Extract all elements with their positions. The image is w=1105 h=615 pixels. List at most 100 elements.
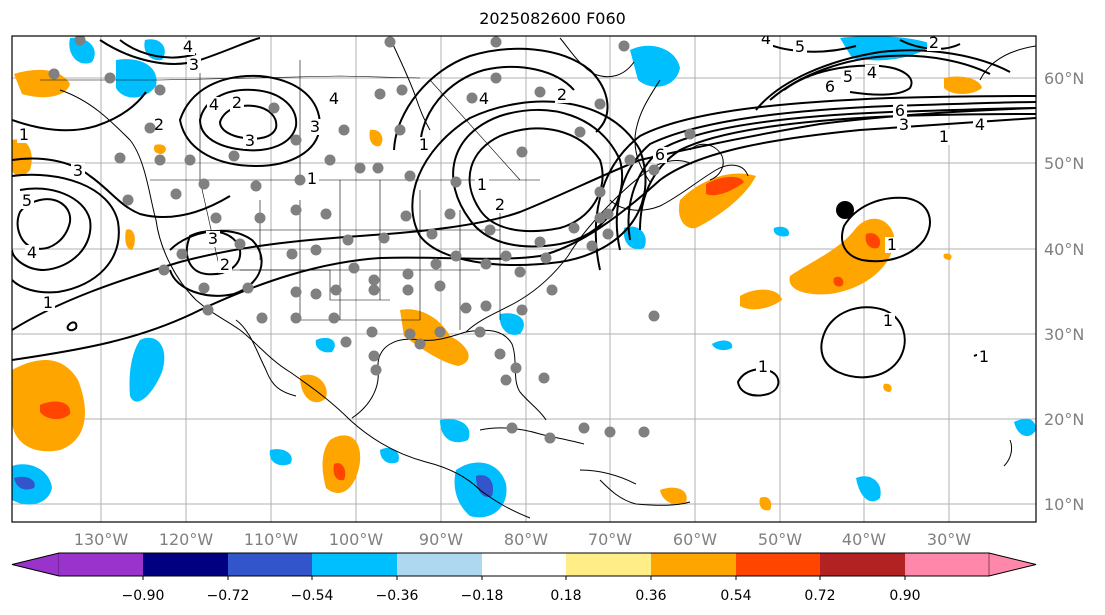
- contour-label-bg: [187, 57, 201, 73]
- contour-label-bg: [308, 119, 322, 135]
- contour-label: 4: [27, 243, 37, 262]
- longitude-labels: 130°W 120°W 110°W 100°W 90°W 80°W 70°W 60°W 50°W…: [74, 530, 971, 549]
- colorbar-segment: [566, 553, 651, 576]
- station-dot: [154, 154, 166, 166]
- station-dot: [234, 238, 246, 250]
- contour-label: 6: [825, 77, 835, 96]
- colorbar-tick-label: −0.72: [207, 588, 250, 604]
- station-dot: [516, 304, 528, 316]
- station-dot: [158, 264, 170, 276]
- station-dot: [154, 84, 166, 96]
- station-dot: [170, 188, 182, 200]
- contour-label: 1: [979, 347, 989, 366]
- station-dot: [426, 228, 438, 240]
- contour-label: 3: [189, 55, 199, 74]
- station-dot: [648, 164, 660, 176]
- contour-label: 5: [843, 67, 853, 86]
- station-dot: [290, 312, 302, 324]
- station-dot: [210, 212, 222, 224]
- station-dot: [624, 154, 636, 166]
- contour-label-bg: [71, 163, 85, 179]
- station-dot: [324, 154, 336, 166]
- station-dot: [510, 362, 522, 374]
- latitude-labels: 60°N 50°N 40°N 30°N 20°N 10°N: [1044, 69, 1084, 514]
- colorbar-tick-label: −0.18: [461, 588, 504, 604]
- contour-label-bg: [793, 39, 807, 55]
- contour-label-bg: [756, 359, 770, 375]
- station-dot: [48, 68, 60, 80]
- station-dot: [286, 248, 298, 260]
- station-dot: [330, 284, 342, 296]
- contour-label: 3: [245, 131, 255, 150]
- colorbar-segment: [143, 553, 228, 576]
- station-dot: [368, 274, 380, 286]
- station-dot: [460, 302, 472, 314]
- contour-label: 3: [899, 115, 909, 134]
- contour-label-bg: [218, 257, 232, 273]
- station-dot: [480, 300, 492, 312]
- contour-label: 4: [209, 95, 219, 114]
- station-dot: [466, 92, 478, 104]
- contour-label-bg: [152, 117, 166, 133]
- contour-label-bg: [477, 91, 491, 107]
- contour-label-bg: [493, 197, 507, 213]
- station-dot: [372, 162, 384, 174]
- station-dot: [198, 282, 210, 294]
- station-dot: [684, 128, 696, 140]
- contour-label: 2: [929, 33, 939, 52]
- colorbar-tick-label: −0.36: [376, 588, 419, 604]
- station-dot: [594, 98, 606, 110]
- station-dot: [506, 422, 518, 434]
- latitude-label: 50°N: [1044, 154, 1084, 173]
- station-dot: [414, 338, 426, 350]
- station-dot: [444, 208, 456, 220]
- station-dot: [516, 146, 528, 158]
- latitude-label: 10°N: [1044, 495, 1084, 514]
- contour-label-bg: [897, 117, 911, 133]
- shading-layer: [12, 36, 1036, 518]
- station-dot: [310, 288, 322, 300]
- contour-label: 2: [220, 255, 230, 274]
- colorbar-segment: [482, 553, 566, 576]
- contour-label-bg: [927, 36, 941, 51]
- contour-label-bg: [865, 65, 879, 81]
- station-dot: [378, 232, 390, 244]
- station-dot: [402, 284, 414, 296]
- contour-label: 2: [557, 85, 567, 104]
- station-dot: [480, 258, 492, 270]
- station-dot: [568, 222, 580, 234]
- station-dot: [490, 36, 502, 48]
- contour-label: 4: [183, 37, 193, 56]
- map-plot-area: [12, 36, 1036, 522]
- contour-label-bg: [230, 95, 244, 111]
- station-dot: [648, 310, 660, 322]
- longitude-label: 110°W: [244, 530, 299, 549]
- contour-label: 4: [867, 63, 877, 82]
- latitude-label: 60°N: [1044, 69, 1084, 88]
- contour-label-bg: [243, 133, 257, 149]
- station-dot: [618, 40, 630, 52]
- contour-label-bg: [841, 69, 855, 85]
- contour-label-bg: [893, 103, 907, 119]
- station-dot: [328, 312, 340, 324]
- station-dot: [254, 212, 266, 224]
- contour-label: 1: [758, 357, 768, 376]
- coastlines: [59, 37, 1036, 519]
- station-dot: [578, 422, 590, 434]
- contour-label-bg: [25, 245, 39, 261]
- station-dot: [450, 176, 462, 188]
- contour-label: 1: [477, 175, 487, 194]
- colorbar-segment: [651, 553, 736, 576]
- station-dot: [202, 304, 214, 316]
- station-dot: [184, 154, 196, 166]
- contour-label-bg: [17, 127, 31, 143]
- longitude-label: 90°W: [419, 530, 463, 549]
- station-dot: [400, 210, 412, 222]
- contour-label-bg: [937, 129, 951, 145]
- colorbar-segment: [312, 553, 397, 576]
- contour-label: 5: [22, 191, 32, 210]
- contour-label-bg: [181, 39, 195, 55]
- station-dot: [290, 286, 302, 298]
- colorbar-outline: [11, 552, 1037, 577]
